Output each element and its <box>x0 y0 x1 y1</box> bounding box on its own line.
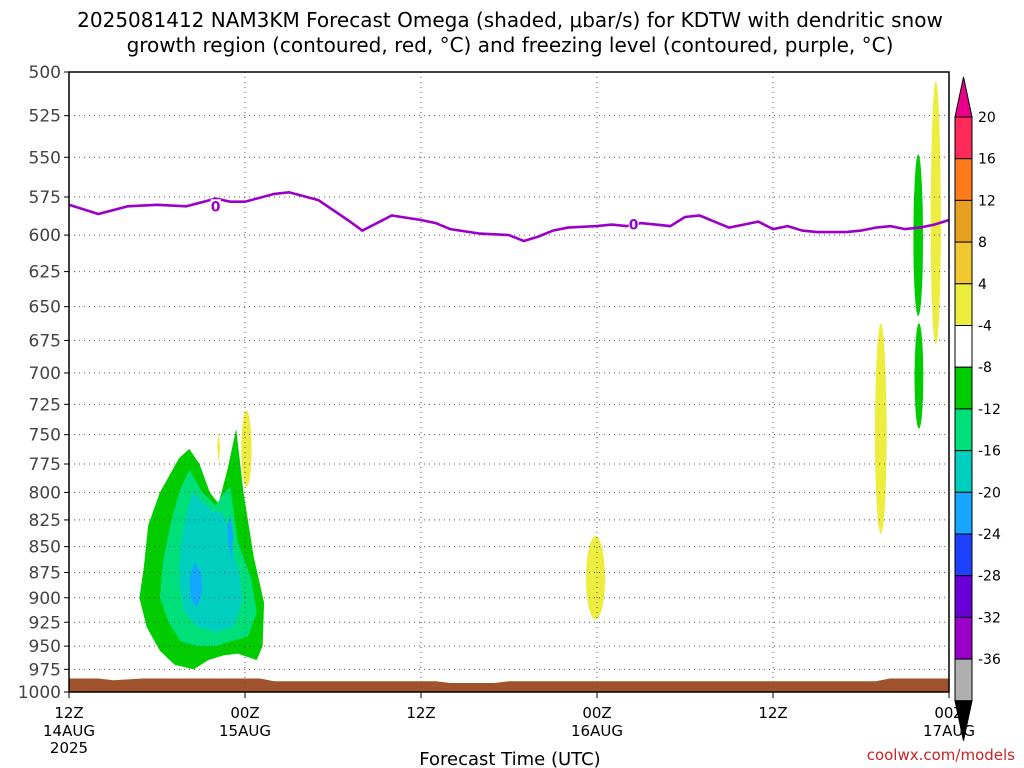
y-tick-label-575: 575 <box>29 188 61 208</box>
y-tick-label-700: 700 <box>29 364 61 384</box>
x-tick-label-12: 00Z <box>230 704 259 722</box>
freezing-label-1: 0 <box>211 199 221 215</box>
chart-title-line1: 2025081412 NAM3KM Forecast Omega (shaded… <box>77 8 943 32</box>
y-tick-label-725: 725 <box>29 395 61 415</box>
omega-shading <box>139 80 941 670</box>
colorbar-swatch-2 <box>954 158 973 201</box>
omega-region-4 <box>189 562 203 608</box>
y-tick-label-525: 525 <box>29 107 61 127</box>
pressure-axis: 500 525 550 575 600 625 650 675 700 725 750 775 800 8… <box>18 63 69 703</box>
y-tick-label-750: 750 <box>29 426 61 446</box>
x-axis-title: Forecast Time (UTC) <box>419 749 600 768</box>
y-tick-label-775: 775 <box>29 455 61 475</box>
colorbar-label-10: -20 <box>978 485 1001 501</box>
x-tick-label-48: 12Z <box>758 704 787 722</box>
y-tick-label-550: 550 <box>29 148 61 168</box>
y-tick-label-675: 675 <box>29 331 61 351</box>
colorbar-bottom-arrow <box>954 700 973 741</box>
colorbar-swatch-11 <box>954 533 973 577</box>
colorbar-label-8: -12 <box>978 402 1001 418</box>
x-tick-label-24: 12Z <box>406 704 435 722</box>
freezing-label-2: 0 <box>629 218 639 234</box>
colorbar-swatch-12 <box>954 575 973 618</box>
colorbar-swatch-8 <box>954 408 973 452</box>
omega-region-7 <box>217 432 221 464</box>
colorbar-label-2: 16 <box>978 152 996 168</box>
omega-region-5 <box>227 514 234 558</box>
colorbar-swatch-13 <box>954 616 973 660</box>
omega-region-6 <box>241 410 252 487</box>
colorbar-label-9: -16 <box>978 444 1001 460</box>
x-tick-label-0: 12Z <box>54 704 83 722</box>
terrain-surface <box>69 678 949 692</box>
y-tick-label-1000: 1000 <box>18 683 61 703</box>
colorbar-swatch-14 <box>954 658 973 702</box>
omega-region-8 <box>586 536 606 620</box>
y-tick-label-900: 900 <box>29 589 61 609</box>
y-tick-label-800: 800 <box>29 483 61 503</box>
x-tick-date-36: 16AUG <box>571 722 623 740</box>
colorbar-label-13: -32 <box>978 610 1001 626</box>
colorbar-label-1: 20 <box>978 110 996 126</box>
y-tick-label-975: 975 <box>29 660 61 680</box>
colorbar-label-5: 4 <box>978 277 987 293</box>
colorbar-swatch-3 <box>954 199 973 243</box>
y-tick-label-925: 925 <box>29 613 61 633</box>
x-tick-date-0: 14AUG <box>43 722 95 740</box>
y-tick-label-650: 650 <box>29 298 61 318</box>
freezing-level-contour: 00 <box>68 190 950 243</box>
colorbar-label-6: -4 <box>978 319 992 335</box>
x-tick-year-0: 2025 <box>50 739 88 757</box>
colorbar-swatch-1 <box>954 116 973 160</box>
colorbar-swatch-5 <box>954 283 973 326</box>
y-tick-label-875: 875 <box>29 564 61 584</box>
colorbar-swatch-7 <box>954 366 973 410</box>
omega-region-11 <box>913 154 923 317</box>
freezing-level-line <box>68 190 950 243</box>
colorbar-label-11: -24 <box>978 527 1001 543</box>
omega-colorbar: 20 16 12 8 4 -4 -8 -12 -16 -20 -24 -28 -32 -36 <box>954 76 1001 741</box>
omega-region-10 <box>930 80 941 345</box>
x-tick-label-36: 00Z <box>582 704 611 722</box>
freezing-label-bg-2 <box>628 217 639 232</box>
plot-area: 00 <box>68 71 950 693</box>
y-tick-label-500: 500 <box>29 63 61 83</box>
freezing-label-bg-1 <box>210 199 221 214</box>
chart-title-line2: growth region (contoured, red, °C) and f… <box>127 33 894 57</box>
colorbar-label-7: -8 <box>978 360 992 376</box>
terrain-ground <box>69 678 949 692</box>
colorbar-swatch-4 <box>954 241 973 285</box>
colorbar-swatch-9 <box>954 450 973 493</box>
colorbar-label-14: -36 <box>978 652 1001 668</box>
colorbar-swatch-6 <box>954 325 973 368</box>
y-tick-label-850: 850 <box>29 538 61 558</box>
y-tick-label-825: 825 <box>29 511 61 531</box>
y-tick-label-625: 625 <box>29 263 61 283</box>
x-tick-date-12: 15AUG <box>219 722 271 740</box>
colorbar-top-arrow <box>954 76 973 118</box>
colorbar-swatch-10 <box>954 491 973 535</box>
colorbar-label-3: 12 <box>978 193 996 209</box>
colorbar-label-12: -28 <box>978 569 1001 585</box>
omega-region-9 <box>874 323 887 534</box>
y-tick-label-600: 600 <box>29 226 61 246</box>
site-credit: coolwx.com/models <box>867 746 1015 764</box>
colorbar-label-4: 8 <box>978 235 987 251</box>
plot-frame <box>68 71 950 693</box>
omega-region-12 <box>914 323 924 429</box>
y-tick-label-950: 950 <box>29 637 61 657</box>
